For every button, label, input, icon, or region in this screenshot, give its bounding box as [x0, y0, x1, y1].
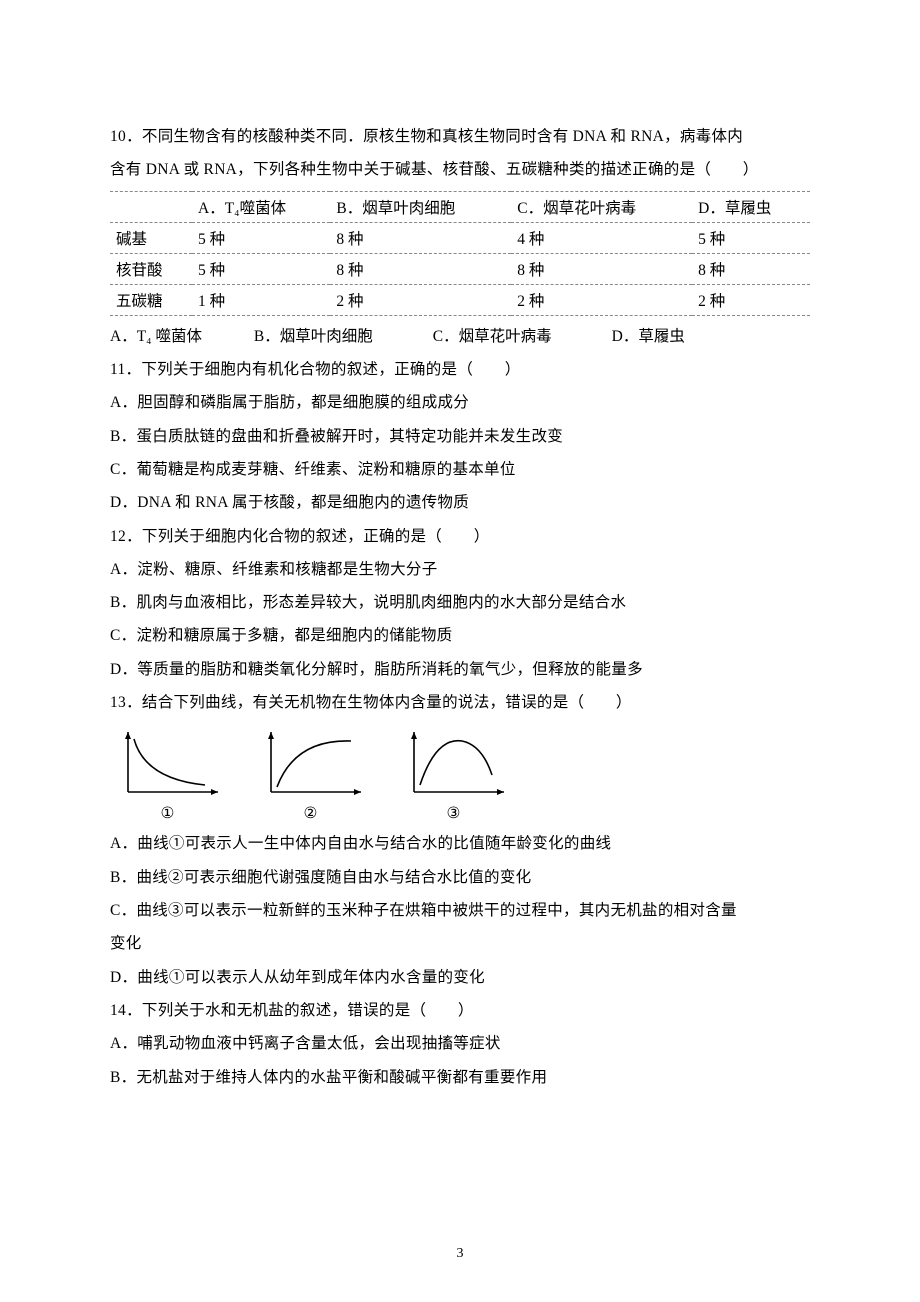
table-cell: 1 种	[192, 284, 330, 315]
table-cell: 2 种	[511, 284, 692, 315]
q12-opt-a: A．淀粉、糖原、纤维素和核糖都是生物大分子	[110, 553, 810, 586]
table-row: 核苷酸 5 种 8 种 8 种 8 种	[110, 253, 810, 284]
table-row: 五碳糖 1 种 2 种 2 种 2 种	[110, 284, 810, 315]
q11-stem: 11．下列关于细胞内有机化合物的叙述，正确的是（ ）	[110, 353, 810, 386]
option-d: D．草履虫	[612, 320, 685, 353]
curve-3-svg	[396, 727, 511, 802]
table-header-cell: A．T₄噬菌体	[192, 191, 330, 222]
q13-stem: 13．结合下列曲线，有关无机物在生物体内含量的说法，错误的是（ ）	[110, 686, 810, 719]
q14-stem: 14．下列关于水和无机盐的叙述，错误的是（ ）	[110, 994, 810, 1027]
q12-opt-c: C．淀粉和糖原属于多糖，都是细胞内的储能物质	[110, 619, 810, 652]
table-cell: 碱基	[110, 222, 192, 253]
table-cell: 8 种	[692, 253, 810, 284]
table-header-row: A．T₄噬菌体 B．烟草叶肉细胞 C．烟草花叶病毒 D．草履虫	[110, 191, 810, 222]
option-a: A．T₄ 噬菌体	[110, 320, 250, 353]
curve-3: ③	[396, 727, 511, 823]
q12-stem: 12．下列关于细胞内化合物的叙述，正确的是（ ）	[110, 520, 810, 553]
option-b: B．烟草叶肉细胞	[254, 320, 429, 353]
table-cell: 8 种	[330, 253, 511, 284]
q11-opt-c: C．葡萄糖是构成麦芽糖、纤维素、淀粉和糖原的基本单位	[110, 453, 810, 486]
q11-opt-b: B．蛋白质肽链的盘曲和折叠被解开时，其特定功能并未发生改变	[110, 420, 810, 453]
q13-opt-c-line1: C．曲线③可以表示一粒新鲜的玉米种子在烘箱中被烘干的过程中，其内无机盐的相对含量	[110, 894, 810, 927]
page-number: 3	[0, 1246, 920, 1262]
curve-2-label: ②	[304, 804, 318, 823]
q10-options: A．T₄ 噬菌体 B．烟草叶肉细胞 C．烟草花叶病毒 D．草履虫	[110, 320, 810, 353]
table-header-cell	[110, 191, 192, 222]
q10-table: A．T₄噬菌体 B．烟草叶肉细胞 C．烟草花叶病毒 D．草履虫 碱基 5 种 8…	[110, 191, 810, 316]
q12-opt-b: B．肌肉与血液相比，形态差异较大，说明肌肉细胞内的水大部分是结合水	[110, 586, 810, 619]
curve-2-svg	[253, 727, 368, 802]
q14-opt-a: A．哺乳动物血液中钙离子含量太低，会出现抽搐等症状	[110, 1027, 810, 1060]
q11-opt-d: D．DNA 和 RNA 属于核酸，都是细胞内的遗传物质	[110, 486, 810, 519]
table-header-cell: C．烟草花叶病毒	[511, 191, 692, 222]
table-cell: 五碳糖	[110, 284, 192, 315]
q13-curves: ① ② ③	[110, 727, 810, 823]
table-row: 碱基 5 种 8 种 4 种 5 种	[110, 222, 810, 253]
table-header-cell: B．烟草叶肉细胞	[330, 191, 511, 222]
q13-opt-c-line2: 变化	[110, 927, 810, 960]
table-cell: 5 种	[192, 222, 330, 253]
table-cell: 2 种	[692, 284, 810, 315]
table-cell: 4 种	[511, 222, 692, 253]
q11-opt-a: A．胆固醇和磷脂属于脂肪，都是细胞膜的组成成分	[110, 386, 810, 419]
table-cell: 5 种	[192, 253, 330, 284]
q12-opt-d: D．等质量的脂肪和糖类氧化分解时，脂肪所消耗的氧气少，但释放的能量多	[110, 653, 810, 686]
table-cell: 8 种	[511, 253, 692, 284]
curve-3-label: ③	[447, 804, 461, 823]
table-cell: 2 种	[330, 284, 511, 315]
table-cell: 8 种	[330, 222, 511, 253]
curve-2: ②	[253, 727, 368, 823]
q10-stem-line1: 10．不同生物含有的核酸种类不同．原核生物和真核生物同时含有 DNA 和 RNA…	[110, 120, 810, 153]
curve-1-svg	[110, 727, 225, 802]
q13-opt-b: B．曲线②可表示细胞代谢强度随自由水与结合水比值的变化	[110, 861, 810, 894]
option-c: C．烟草花叶病毒	[433, 320, 608, 353]
table-cell: 5 种	[692, 222, 810, 253]
q10-stem-line2: 含有 DNA 或 RNA，下列各种生物中关于碱基、核苷酸、五碳糖种类的描述正确的…	[110, 153, 810, 186]
curve-1: ①	[110, 727, 225, 823]
curve-1-label: ①	[161, 804, 175, 823]
q13-opt-a: A．曲线①可表示人一生中体内自由水与结合水的比值随年龄变化的曲线	[110, 827, 810, 860]
table-cell: 核苷酸	[110, 253, 192, 284]
q14-opt-b: B．无机盐对于维持人体内的水盐平衡和酸碱平衡都有重要作用	[110, 1061, 810, 1094]
q13-opt-d: D．曲线①可以表示人从幼年到成年体内水含量的变化	[110, 961, 810, 994]
table-header-cell: D．草履虫	[692, 191, 810, 222]
